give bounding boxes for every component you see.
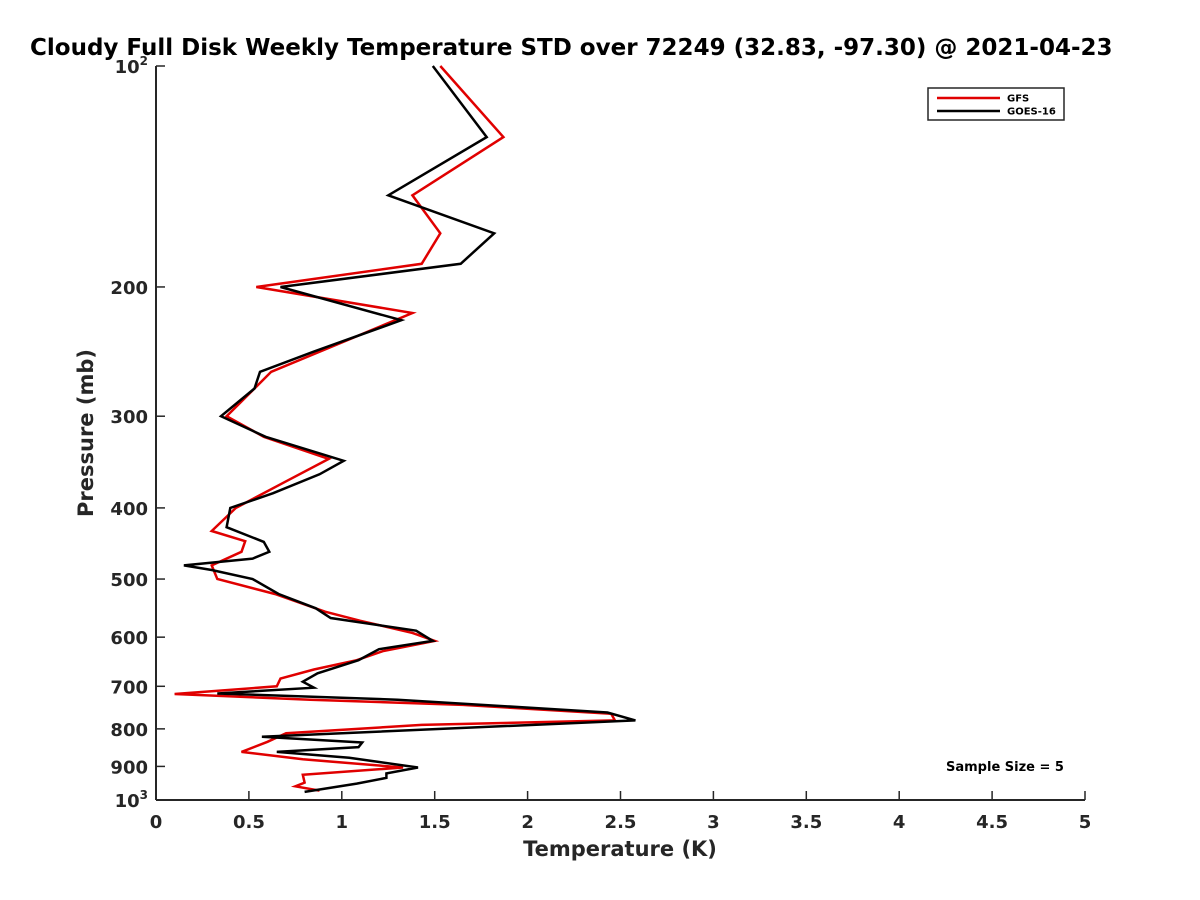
- chart-title: Cloudy Full Disk Weekly Temperature STD …: [30, 35, 1113, 61]
- x-tick-label: 3.5: [790, 812, 822, 833]
- y-tick-label: 900: [110, 757, 148, 778]
- series-line-goes-16: [183, 65, 636, 794]
- legend-label-goes-16: GOES-16: [1007, 107, 1056, 118]
- y-tick-label: 200: [110, 278, 148, 299]
- x-tick-label: 5: [1079, 812, 1092, 833]
- y-tick-base: 10: [115, 791, 140, 812]
- sample-size-annotation: Sample Size = 5: [946, 760, 1064, 775]
- series-line-gfs: [174, 65, 618, 792]
- legend: GFS GOES-16: [927, 87, 1065, 121]
- y-axis-label: Pressure (mb): [74, 349, 98, 517]
- y-tick-label: 400: [110, 499, 148, 520]
- series-layer: [174, 65, 636, 794]
- legend-box: [927, 87, 1065, 121]
- x-tick-label: 3: [707, 812, 720, 833]
- x-tick-label: 4: [893, 812, 906, 833]
- y-tick-label: 103: [115, 788, 148, 812]
- y-tick-exponent: 2: [140, 54, 148, 68]
- x-axis-label: Temperature (K): [523, 837, 717, 861]
- y-tick-label: 102: [115, 54, 148, 78]
- y-tick-label: 300: [110, 407, 148, 428]
- y-tick-label: 800: [110, 720, 148, 741]
- x-tick-label: 0.5: [233, 812, 265, 833]
- y-tick-exponent: 3: [140, 788, 148, 802]
- legend-label-gfs: GFS: [1007, 94, 1029, 105]
- x-tick-label: 2.5: [605, 812, 637, 833]
- x-ticks: 0 0.5 1 1.5 2 2.5 3 3.5 4 4.5 5: [150, 791, 1092, 833]
- x-tick-label: 1.5: [419, 812, 451, 833]
- x-tick-label: 2: [521, 812, 534, 833]
- x-tick-label: 1: [336, 812, 349, 833]
- x-tick-label: 4.5: [976, 812, 1008, 833]
- y-tick-base: 10: [115, 57, 140, 78]
- y-tick-label: 700: [110, 677, 148, 698]
- x-tick-label: 0: [150, 812, 163, 833]
- y-tick-label: 500: [110, 570, 148, 591]
- y-tick-label: 600: [110, 628, 148, 649]
